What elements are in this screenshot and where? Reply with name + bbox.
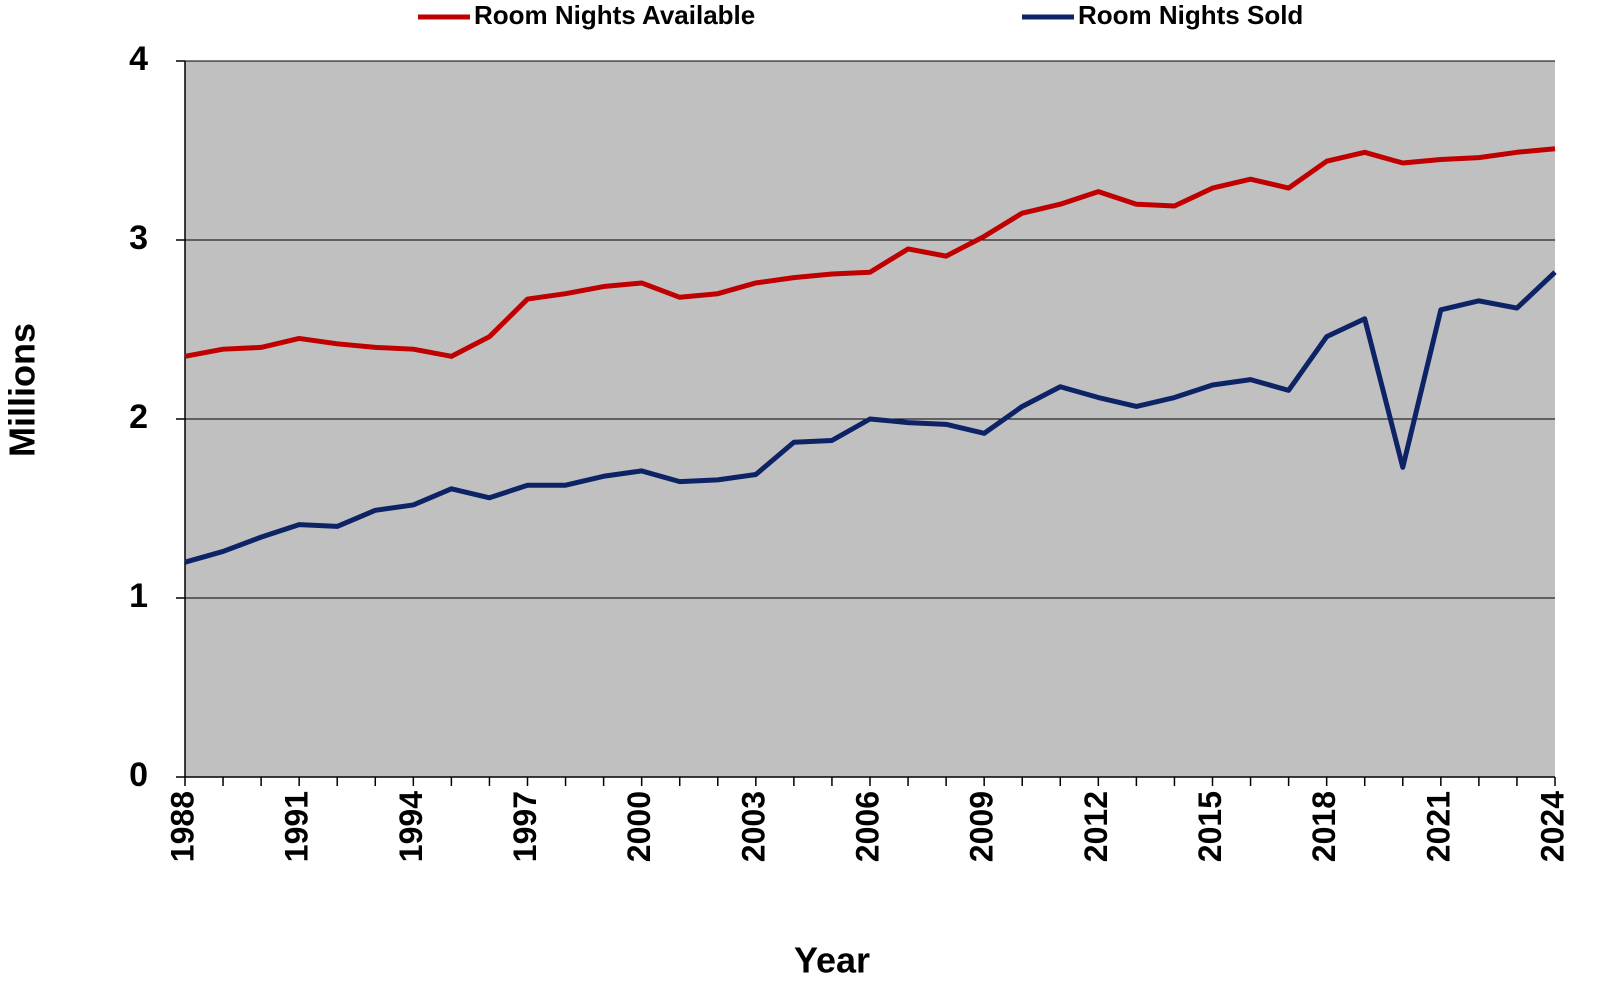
y-tick-label: 0 — [129, 756, 148, 794]
x-tick-label: 2021 — [1420, 791, 1456, 862]
y-axis-label: Millions — [2, 323, 43, 457]
series-line — [184, 270, 1557, 565]
x-tick-label: 2018 — [1306, 791, 1342, 862]
y-tick-label: 2 — [129, 398, 148, 436]
x-tick-label: 2012 — [1078, 791, 1114, 862]
x-tick-label: 2000 — [621, 791, 657, 862]
legend-label: Room Nights Sold — [1078, 0, 1303, 30]
x-tick-label: 1997 — [507, 791, 543, 862]
y-tick-label: 1 — [129, 577, 148, 615]
x-tick-label: 2024 — [1534, 791, 1570, 862]
series-line — [184, 146, 1556, 359]
y-tick-label: 3 — [129, 219, 148, 257]
y-tick-label: 4 — [129, 40, 148, 78]
x-tick-label: 1988 — [164, 791, 200, 862]
x-axis-label: Year — [794, 940, 870, 981]
x-tick-label: 2006 — [849, 791, 885, 862]
x-tick-label: 1994 — [393, 791, 429, 862]
x-tick-label: 2003 — [735, 791, 771, 862]
legend-label: Room Nights Available — [474, 0, 755, 30]
x-tick-label: 2015 — [1192, 791, 1228, 862]
x-tick-label: 2009 — [964, 791, 1000, 862]
x-tick-label: 1991 — [279, 791, 315, 862]
